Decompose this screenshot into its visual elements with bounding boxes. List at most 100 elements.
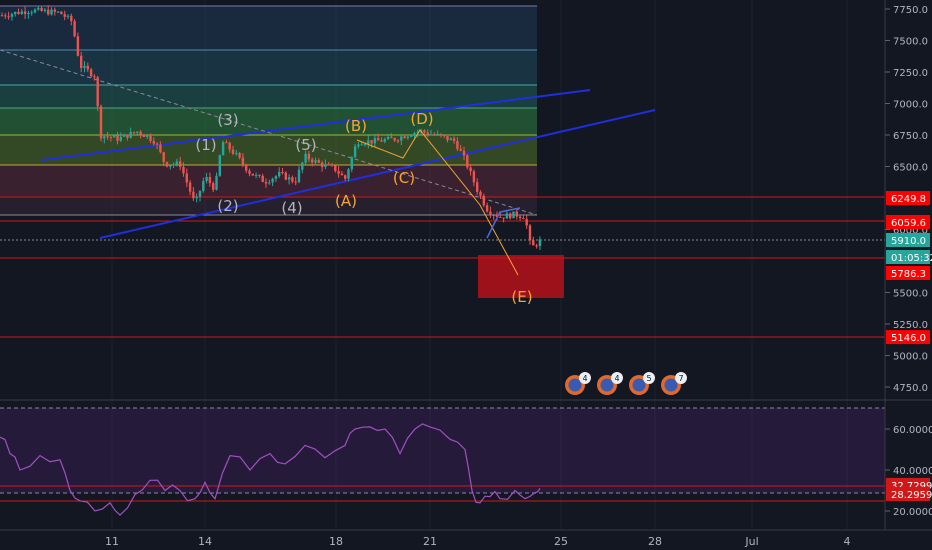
candle (175, 158, 179, 167)
price-label-text: 5786.3 (891, 269, 926, 280)
event-badge-3[interactable]: 5 (629, 372, 655, 395)
candle (347, 168, 350, 182)
wave-label-5: (5) (295, 136, 316, 154)
candle (192, 187, 195, 201)
candle (485, 202, 489, 213)
candle (436, 130, 439, 136)
event-badge-1[interactable]: 4 (565, 372, 591, 395)
candle (317, 158, 320, 164)
candle (330, 162, 334, 167)
candle (155, 141, 159, 150)
rsi-tick-label: 20.0000 (893, 507, 932, 518)
candle (509, 212, 512, 220)
candle (93, 74, 96, 81)
candle (327, 161, 330, 166)
event-badges[interactable]: 4 4 5 7 (565, 372, 687, 395)
candle (136, 131, 139, 135)
candle (188, 180, 192, 196)
candle (109, 136, 113, 142)
candle (179, 156, 182, 171)
wave-label-e: (E) (511, 288, 532, 306)
candle (208, 172, 212, 187)
candle (202, 177, 205, 193)
candle (10, 12, 14, 21)
candle (261, 173, 264, 183)
candle (221, 140, 225, 156)
time-axis[interactable]: 11 14 18 21 25 28 Jul 4 (0, 529, 932, 548)
candle (113, 134, 116, 138)
price-tick-label: 5000.0 (893, 352, 928, 363)
candle (274, 175, 278, 182)
time-tick-label: 28 (648, 535, 662, 548)
candle (400, 133, 403, 146)
price-tick-label: 5500.0 (893, 289, 928, 300)
candle (7, 11, 10, 20)
candle (492, 213, 495, 220)
candle (50, 7, 53, 16)
price-label-text: 5146.0 (891, 333, 926, 344)
rsi-pane (0, 407, 885, 516)
wave-label-1: (1) (195, 136, 216, 154)
trend-channel (0, 49, 656, 239)
candle (466, 153, 469, 170)
candle (129, 127, 132, 139)
candle (103, 135, 106, 144)
wave-label-c: (C) (393, 169, 415, 187)
price-tick-label: 6500.0 (893, 163, 928, 174)
event-badge-count: 5 (646, 374, 651, 383)
wave-lines (356, 129, 521, 276)
candle (469, 163, 472, 176)
candle (218, 154, 221, 177)
event-badge-2[interactable]: 4 (597, 372, 623, 395)
candle (76, 32, 80, 57)
candle (47, 5, 50, 16)
wave-label-d: (D) (410, 110, 433, 128)
price-label-box: 6059.6 (886, 214, 930, 229)
candle (340, 170, 344, 176)
price-levels (0, 196, 885, 338)
price-axis[interactable]: 7750.0 7500.0 7250.0 7000.0 6750.0 6500.0 6000… (884, 0, 932, 530)
event-badge-count: 4 (614, 374, 619, 383)
candle (80, 51, 83, 73)
candle (14, 11, 17, 17)
candle (231, 145, 235, 156)
price-tick-label: 7250.0 (893, 68, 928, 79)
candle (0, 12, 4, 17)
rsi-tick-label: 60.0000 (893, 425, 932, 436)
candle (406, 135, 410, 140)
candle (482, 193, 485, 208)
candle (66, 14, 70, 19)
candle (456, 137, 459, 152)
candle (357, 141, 360, 149)
candle (258, 174, 261, 178)
candle (245, 163, 248, 174)
candle (40, 6, 43, 12)
candle (377, 133, 380, 141)
candle (238, 152, 241, 160)
candle (334, 165, 337, 173)
candle (271, 177, 274, 187)
candle (522, 215, 525, 220)
candle (228, 141, 231, 153)
candle (518, 215, 522, 221)
candle (281, 167, 284, 175)
event-badge-count: 7 (678, 374, 683, 383)
candle (116, 131, 119, 145)
event-badge-4[interactable]: 7 (661, 372, 687, 395)
candle (383, 137, 386, 144)
price-label-text: 6249.8 (891, 194, 926, 205)
candle (278, 167, 281, 179)
candle (429, 129, 433, 136)
candle (502, 217, 505, 223)
candle (212, 181, 215, 193)
rsi-line (0, 423, 541, 516)
candle (284, 171, 287, 181)
price-label-box: 5786.3 (886, 266, 930, 280)
candle (403, 134, 406, 139)
candle (499, 212, 502, 218)
candle (172, 162, 175, 168)
time-tick-label: 18 (329, 535, 343, 548)
rsi-label-text: 28.2959 (891, 490, 932, 501)
